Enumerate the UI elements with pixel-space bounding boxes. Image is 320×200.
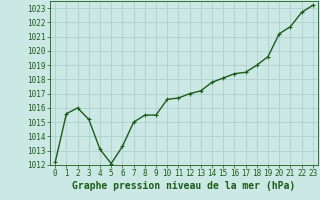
X-axis label: Graphe pression niveau de la mer (hPa): Graphe pression niveau de la mer (hPa)	[72, 181, 296, 191]
